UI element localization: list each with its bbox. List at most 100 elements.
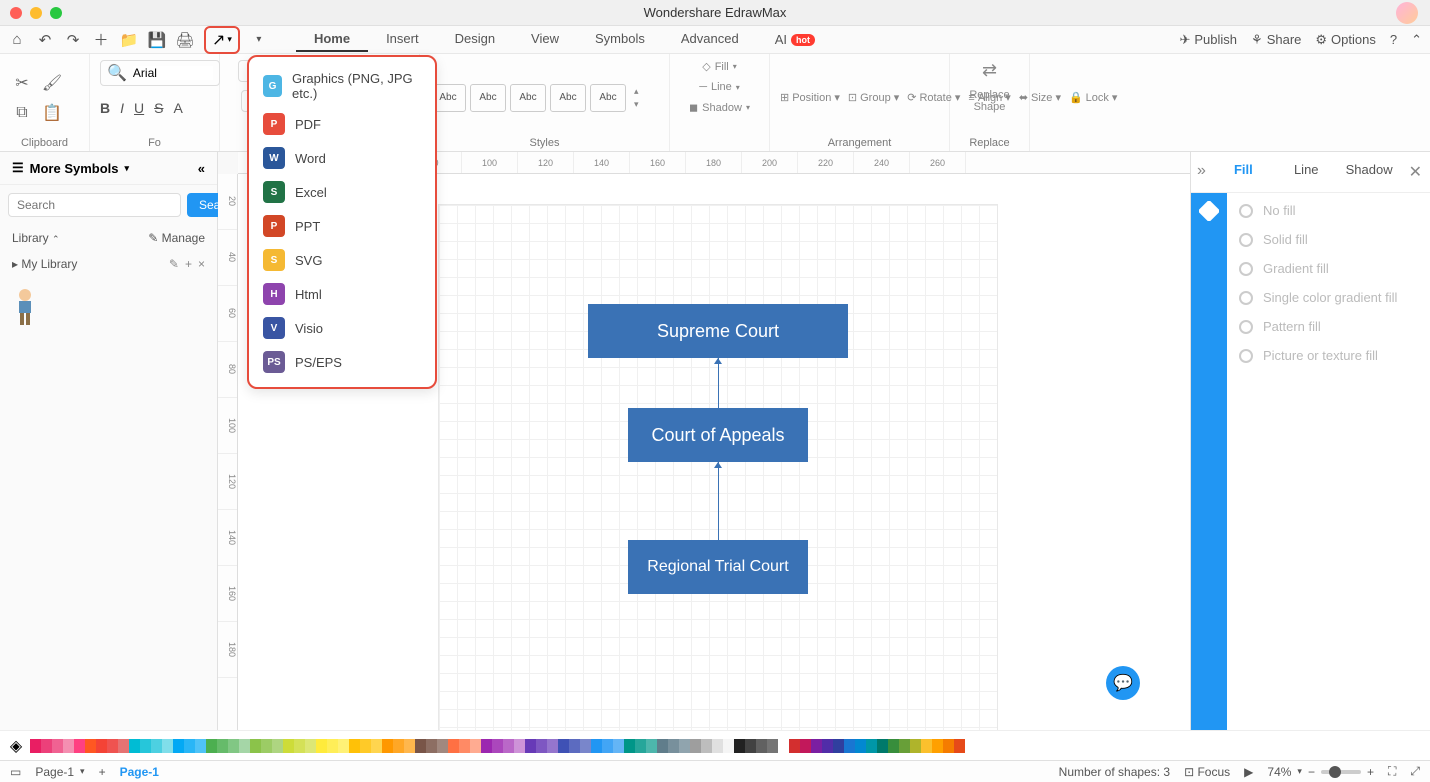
bold-button[interactable]: B [100, 100, 110, 116]
color-swatch[interactable] [107, 739, 118, 753]
chat-assistant-button[interactable]: 💬 [1106, 666, 1140, 700]
color-swatch[interactable] [118, 739, 129, 753]
color-swatch[interactable] [151, 739, 162, 753]
color-swatch[interactable] [954, 739, 965, 753]
library-label[interactable]: Library ⌃ [12, 231, 60, 245]
user-avatar[interactable] [1396, 2, 1418, 24]
more-icon[interactable]: ▾ [250, 31, 268, 49]
color-swatch[interactable] [855, 739, 866, 753]
color-swatch[interactable] [701, 739, 712, 753]
color-swatch[interactable] [525, 739, 536, 753]
copy-icon[interactable]: ⧉ [10, 101, 34, 125]
export-item[interactable]: SSVG [253, 243, 431, 277]
fill-option[interactable]: Gradient fill [1239, 261, 1418, 276]
font-color-button[interactable]: A [173, 100, 182, 116]
color-swatch[interactable] [580, 739, 591, 753]
color-swatch[interactable] [613, 739, 624, 753]
export-item[interactable]: HHtml [253, 277, 431, 311]
color-swatch[interactable] [74, 739, 85, 753]
color-swatch[interactable] [558, 739, 569, 753]
diagram-box-appeals[interactable]: Court of Appeals [628, 408, 808, 462]
diagram-box-trial[interactable]: Regional Trial Court [628, 540, 808, 594]
color-swatch[interactable] [899, 739, 910, 753]
color-swatch[interactable] [932, 739, 943, 753]
color-picker-icon[interactable]: ◈ [6, 736, 26, 756]
color-swatch[interactable] [514, 739, 525, 753]
color-swatch[interactable] [866, 739, 877, 753]
color-swatch[interactable] [162, 739, 173, 753]
edit-lib-icon[interactable]: ✎ [169, 257, 179, 271]
color-swatch[interactable] [481, 739, 492, 753]
color-swatch[interactable] [305, 739, 316, 753]
more-symbols-header[interactable]: ☰More Symbols▾ « [0, 152, 217, 185]
color-swatch[interactable] [30, 739, 41, 753]
shadow-dropdown[interactable]: ◼Shadow▾ [689, 101, 750, 114]
color-swatch[interactable] [547, 739, 558, 753]
share-button[interactable]: ⚘Share [1251, 32, 1301, 48]
color-swatch[interactable] [371, 739, 382, 753]
zoom-level[interactable]: 74% [1267, 765, 1291, 779]
color-swatch[interactable] [734, 739, 745, 753]
fill-dropdown[interactable]: ◇Fill▾ [702, 60, 737, 73]
font-name-field[interactable] [133, 66, 213, 80]
color-swatch[interactable] [646, 739, 657, 753]
italic-button[interactable]: I [120, 100, 124, 116]
color-swatch[interactable] [239, 739, 250, 753]
color-swatch[interactable] [206, 739, 217, 753]
page-selector[interactable]: Page-1 ▾ [35, 765, 84, 779]
undo-icon[interactable]: ↶ [36, 31, 54, 49]
strike-button[interactable]: S [154, 100, 163, 116]
color-swatch[interactable] [712, 739, 723, 753]
tab-symbols[interactable]: Symbols [577, 27, 663, 52]
color-swatch[interactable] [85, 739, 96, 753]
export-item[interactable]: WWord [253, 141, 431, 175]
paste-icon[interactable]: 📋 [40, 101, 64, 125]
color-swatch[interactable] [888, 739, 899, 753]
color-swatch[interactable] [360, 739, 371, 753]
export-item[interactable]: PPDF [253, 107, 431, 141]
tab-advanced[interactable]: Advanced [663, 27, 757, 52]
color-swatch[interactable] [789, 739, 800, 753]
rp-tab-shadow[interactable]: Shadow [1338, 152, 1401, 192]
add-lib-icon[interactable]: + [185, 257, 192, 271]
zoom-in[interactable]: + [1367, 765, 1374, 779]
layout-icon[interactable]: ▭ [10, 765, 21, 779]
color-swatch[interactable] [492, 739, 503, 753]
expand-panel-icon[interactable]: » [1191, 152, 1212, 192]
symbol-search-input[interactable] [8, 193, 181, 217]
fill-option[interactable]: Picture or texture fill [1239, 348, 1418, 363]
color-swatch[interactable] [921, 739, 932, 753]
fill-option[interactable]: Single color gradient fill [1239, 290, 1418, 305]
style-up[interactable]: ▴ [634, 86, 639, 97]
color-swatch[interactable] [943, 739, 954, 753]
line-dropdown[interactable]: ─Line▾ [699, 81, 740, 93]
color-swatch[interactable] [52, 739, 63, 753]
manage-button[interactable]: ✎ Manage [148, 231, 205, 245]
color-swatch[interactable] [503, 739, 514, 753]
publish-button[interactable]: ✈Publish [1179, 32, 1237, 48]
color-swatch[interactable] [800, 739, 811, 753]
style-preset[interactable]: Abc [590, 84, 626, 112]
export-button[interactable]: ↗ ▾ [204, 26, 240, 54]
format-painter-icon[interactable]: 🖌 [40, 71, 64, 95]
style-preset[interactable]: Abc [550, 84, 586, 112]
color-swatch[interactable] [756, 739, 767, 753]
style-preset[interactable]: Abc [470, 84, 506, 112]
style-down[interactable]: ▾ [634, 99, 639, 110]
person-symbol[interactable] [10, 287, 40, 327]
home-icon[interactable]: ⌂ [8, 31, 26, 49]
close-panel-icon[interactable]: ✕ [1401, 152, 1430, 192]
color-swatch[interactable] [668, 739, 679, 753]
color-swatch[interactable] [602, 739, 613, 753]
color-swatch[interactable] [140, 739, 151, 753]
color-swatch[interactable] [822, 739, 833, 753]
zoom-out[interactable]: − [1308, 765, 1315, 779]
page-tab[interactable]: Page-1 [120, 765, 159, 779]
color-swatch[interactable] [261, 739, 272, 753]
color-swatch[interactable] [63, 739, 74, 753]
fill-option[interactable]: No fill [1239, 203, 1418, 218]
color-swatch[interactable] [129, 739, 140, 753]
new-icon[interactable]: ＋ [92, 31, 110, 49]
color-swatch[interactable] [316, 739, 327, 753]
focus-button[interactable]: ⊡ Focus [1184, 765, 1230, 779]
